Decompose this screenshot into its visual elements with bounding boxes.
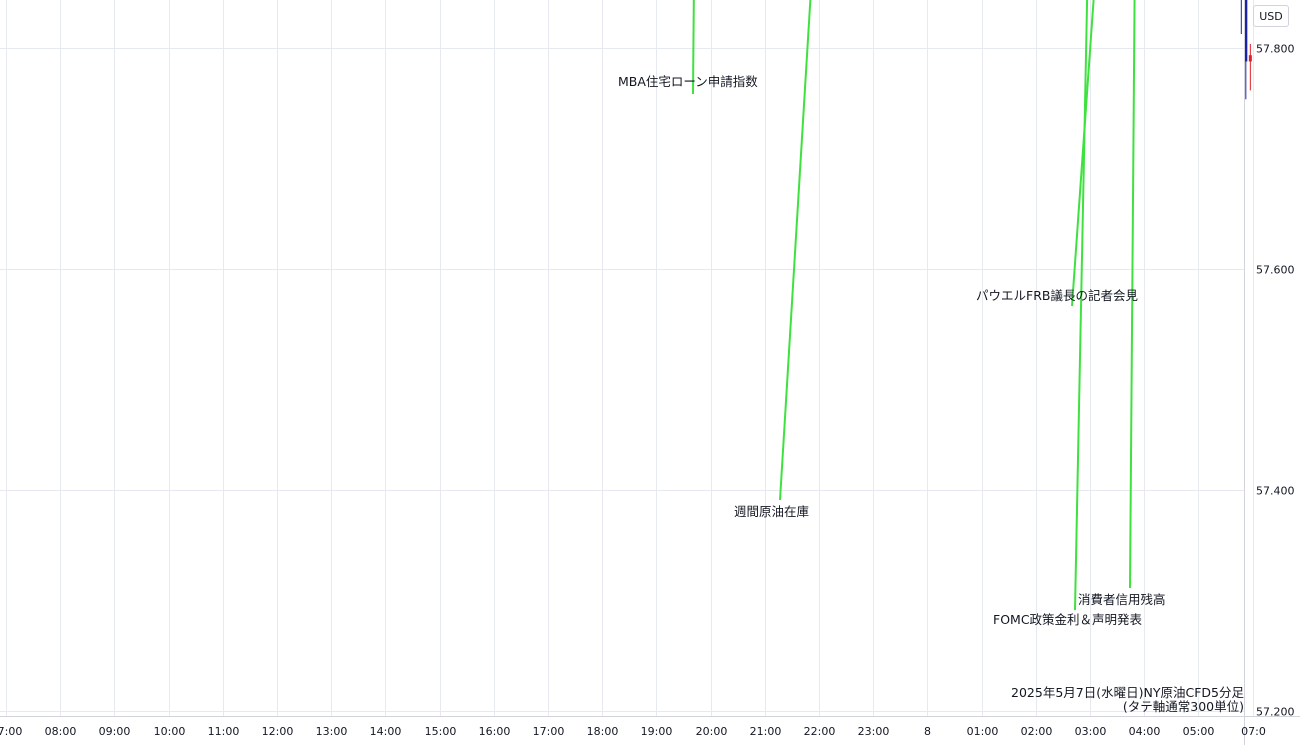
time-tick-label: 16:00 bbox=[479, 725, 511, 738]
annotation-line bbox=[1074, 0, 1089, 611]
time-tick-label: 8 bbox=[924, 725, 931, 738]
time-tick-label: 15:00 bbox=[425, 725, 457, 738]
price-tick-label: 57.400 bbox=[1256, 485, 1295, 498]
time-tick-label: 08:00 bbox=[45, 725, 77, 738]
candlestick-series bbox=[1240, 0, 1252, 100]
time-tick-label: 14:00 bbox=[370, 725, 402, 738]
chart-caption-line2: (タテ軸通常300単位) bbox=[1123, 699, 1244, 714]
time-tick-label: 02:00 bbox=[1021, 725, 1053, 738]
time-tick-label: 05:00 bbox=[1183, 725, 1215, 738]
annotation-label: 週間原油在庫 bbox=[734, 504, 809, 519]
annotation-line bbox=[779, 0, 812, 501]
time-tick-label: 07:0 bbox=[1241, 725, 1266, 738]
price-axis: 57.20057.40057.60057.80058.00058.20058.4… bbox=[1256, 43, 1295, 719]
time-tick-label: 18:00 bbox=[587, 725, 619, 738]
time-axis: 07:00 08:00 09:00 10:00 11:00 12:00 13:00 14:00… bbox=[0, 725, 1266, 738]
time-tick-label: 11:00 bbox=[208, 725, 240, 738]
annotation-label: パウエルFRB議長の記者会見 bbox=[976, 288, 1138, 303]
price-tick-label: 57.600 bbox=[1256, 264, 1295, 277]
currency-button[interactable]: USD bbox=[1253, 5, 1289, 27]
time-tick-label: 23:00 bbox=[858, 725, 890, 738]
candle-body bbox=[1248, 55, 1252, 62]
time-tick-label: 17:00 bbox=[533, 725, 565, 738]
time-tick-label: 10:00 bbox=[154, 725, 186, 738]
chart-caption-line1: 2025年5月7日(水曜日)NY原油CFD5分足 bbox=[1011, 685, 1244, 700]
annotation-line bbox=[1129, 0, 1136, 589]
time-tick-label: 22:00 bbox=[804, 725, 836, 738]
time-tick-label: 19:00 bbox=[641, 725, 673, 738]
annotation-lines bbox=[692, 0, 1136, 611]
price-tick-label: 57.200 bbox=[1256, 706, 1295, 719]
time-tick-label: 13:00 bbox=[316, 725, 348, 738]
candle-body bbox=[1244, 0, 1248, 62]
time-tick-label: 07:00 bbox=[0, 725, 22, 738]
time-tick-label: 04:00 bbox=[1129, 725, 1161, 738]
annotation-label: 消費者信用残高 bbox=[1078, 592, 1166, 607]
time-tick-label: 21:00 bbox=[750, 725, 782, 738]
chart-grid bbox=[0, 0, 1254, 716]
time-tick-label: 20:00 bbox=[696, 725, 728, 738]
time-tick-label: 12:00 bbox=[262, 725, 294, 738]
time-tick-label: 09:00 bbox=[99, 725, 131, 738]
time-tick-label: 03:00 bbox=[1075, 725, 1107, 738]
annotation-line bbox=[1071, 0, 1095, 307]
annotation-label: MBA住宅ローン申請指数 bbox=[618, 74, 758, 89]
time-tick-label: 01:00 bbox=[967, 725, 999, 738]
annotation-label: FOMC政策金利＆声明発表 bbox=[993, 612, 1143, 627]
price-tick-label: 57.800 bbox=[1256, 43, 1295, 56]
